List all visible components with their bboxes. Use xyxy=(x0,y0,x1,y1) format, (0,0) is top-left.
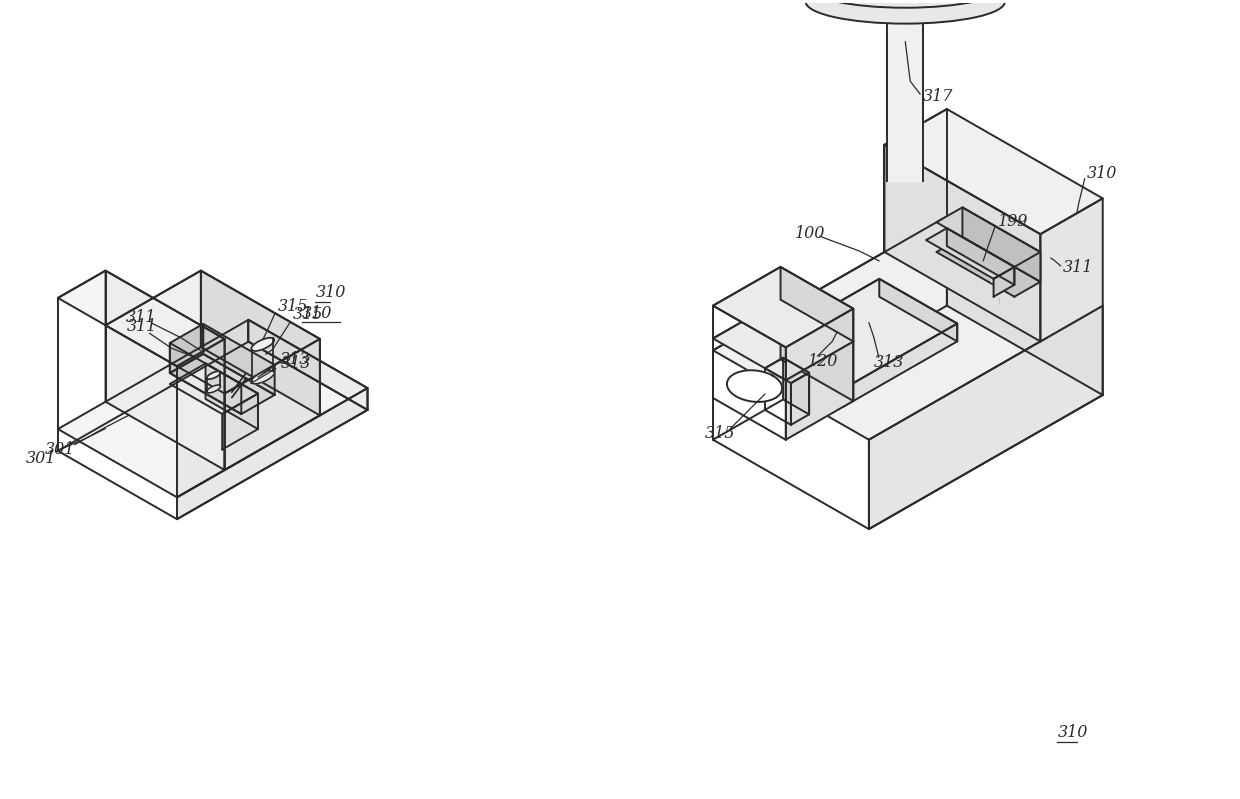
Polygon shape xyxy=(765,358,810,383)
Text: 311: 311 xyxy=(1063,260,1094,276)
Polygon shape xyxy=(780,267,853,341)
Text: 120: 120 xyxy=(807,353,838,370)
Polygon shape xyxy=(170,324,203,373)
Polygon shape xyxy=(780,300,853,401)
Polygon shape xyxy=(727,370,782,402)
Polygon shape xyxy=(177,388,367,519)
Polygon shape xyxy=(936,237,1040,296)
Polygon shape xyxy=(203,324,274,395)
Polygon shape xyxy=(170,354,274,414)
Ellipse shape xyxy=(806,0,1004,24)
Polygon shape xyxy=(1040,198,1102,341)
Polygon shape xyxy=(58,320,367,497)
Polygon shape xyxy=(201,271,320,415)
Text: 317: 317 xyxy=(923,88,954,105)
Text: 311: 311 xyxy=(126,309,156,326)
Polygon shape xyxy=(879,279,957,341)
Polygon shape xyxy=(224,339,320,470)
Polygon shape xyxy=(222,394,258,450)
Polygon shape xyxy=(843,324,957,407)
Polygon shape xyxy=(713,300,853,380)
Text: 310: 310 xyxy=(316,284,346,301)
Polygon shape xyxy=(869,306,1102,529)
Text: 199: 199 xyxy=(998,213,1028,230)
Text: 315: 315 xyxy=(278,298,308,316)
Polygon shape xyxy=(713,217,1102,439)
Polygon shape xyxy=(791,372,810,425)
Text: 100: 100 xyxy=(795,225,825,241)
Polygon shape xyxy=(784,358,810,415)
Text: 313: 313 xyxy=(280,351,310,368)
Text: 313: 313 xyxy=(280,355,311,372)
Polygon shape xyxy=(58,271,224,366)
Polygon shape xyxy=(993,267,1014,296)
Text: 310: 310 xyxy=(301,304,332,322)
Polygon shape xyxy=(105,271,224,470)
Polygon shape xyxy=(947,217,1102,395)
Text: 315: 315 xyxy=(293,306,322,323)
Polygon shape xyxy=(252,371,274,384)
Polygon shape xyxy=(765,279,957,389)
Polygon shape xyxy=(207,372,221,380)
Polygon shape xyxy=(884,109,1102,234)
Text: 310: 310 xyxy=(1086,165,1117,182)
Text: 313: 313 xyxy=(874,354,904,371)
Polygon shape xyxy=(947,229,1014,284)
Polygon shape xyxy=(207,385,221,393)
Polygon shape xyxy=(786,341,853,439)
Polygon shape xyxy=(105,271,320,394)
Polygon shape xyxy=(786,308,853,380)
Text: 311: 311 xyxy=(126,318,157,335)
Polygon shape xyxy=(252,338,274,351)
Ellipse shape xyxy=(806,0,1004,8)
Text: 301: 301 xyxy=(45,441,76,458)
Polygon shape xyxy=(713,267,853,348)
Polygon shape xyxy=(888,2,923,181)
Text: 310: 310 xyxy=(1058,724,1089,741)
Text: 301: 301 xyxy=(26,450,56,467)
Polygon shape xyxy=(206,364,258,429)
Polygon shape xyxy=(962,208,1040,282)
Polygon shape xyxy=(177,339,224,497)
Polygon shape xyxy=(170,364,258,414)
Polygon shape xyxy=(170,343,242,414)
Polygon shape xyxy=(936,208,1040,267)
Polygon shape xyxy=(884,145,1040,341)
Polygon shape xyxy=(926,229,1014,279)
Polygon shape xyxy=(248,320,367,410)
Text: 315: 315 xyxy=(706,425,735,443)
